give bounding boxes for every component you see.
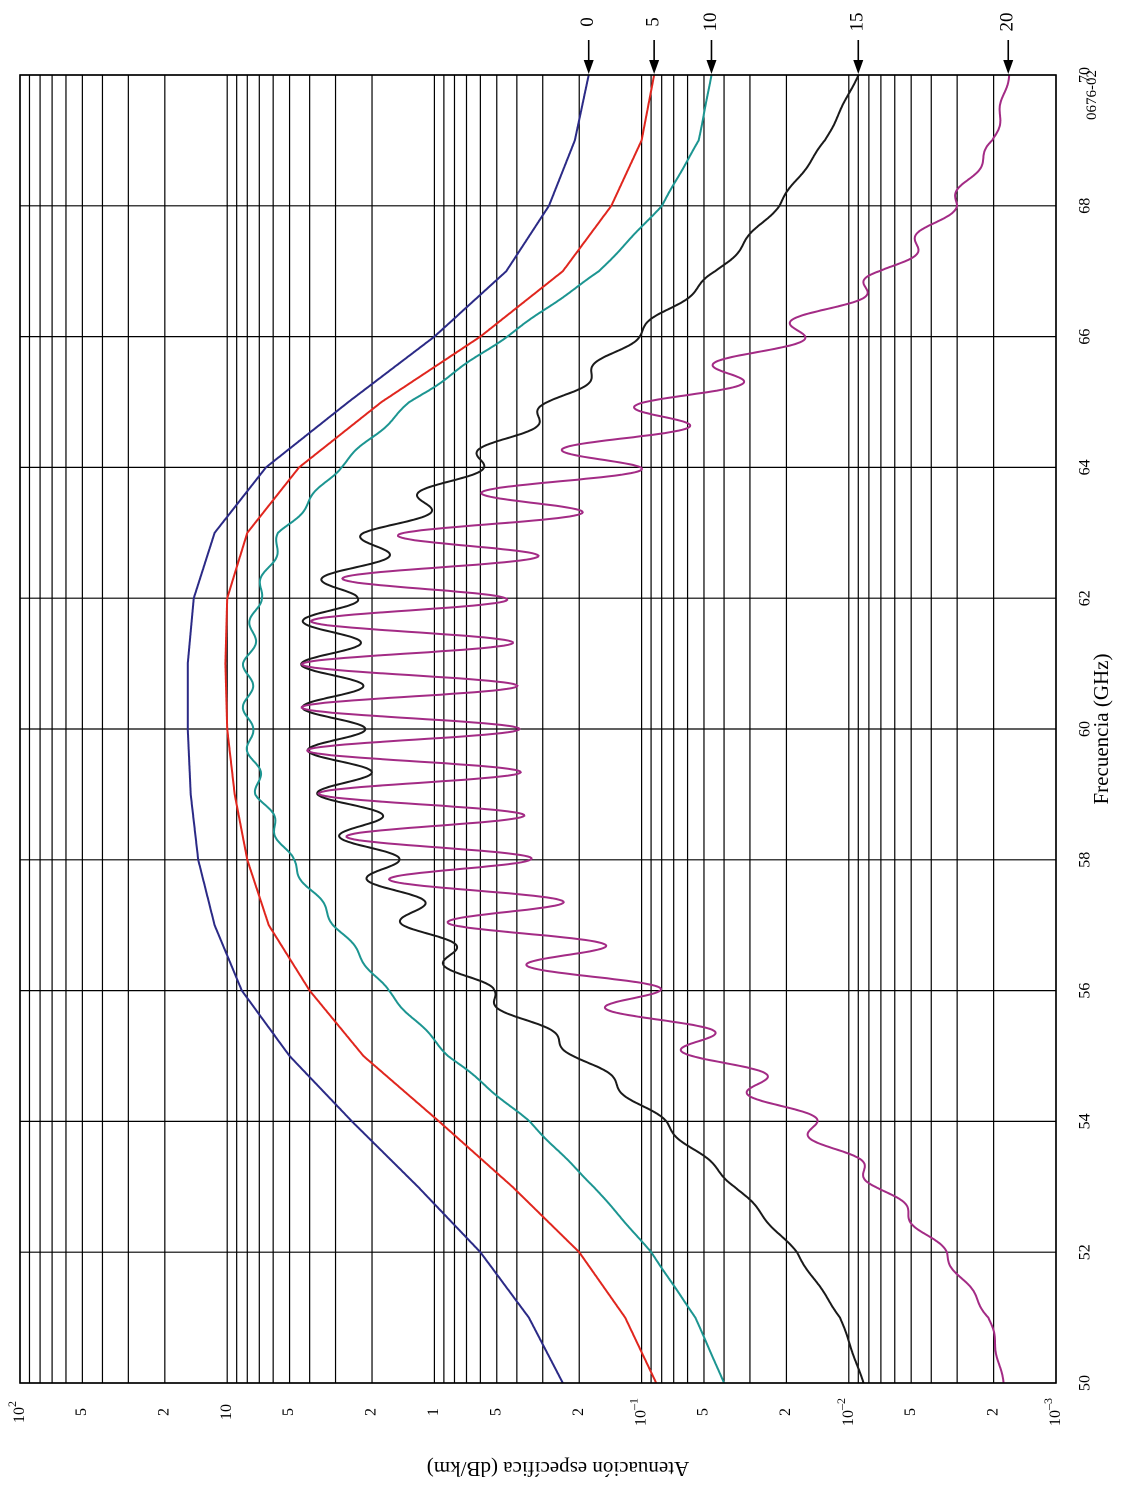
y-tick-label: 10 — [218, 1404, 235, 1420]
series-line-5 — [224, 74, 658, 1384]
figure-id: 0676-02 — [1084, 70, 1100, 120]
series-line-0 — [186, 74, 590, 1384]
series-line-20 — [300, 74, 1011, 1384]
x-tick-label: 58 — [1077, 852, 1094, 868]
plot-frame — [19, 74, 1057, 1384]
y-tick-label: 10–3 — [1041, 1398, 1064, 1426]
x-tick-label: 56 — [1077, 983, 1094, 999]
x-tick-label: 70 — [1077, 67, 1094, 83]
y-tick-label: 2 — [777, 1408, 794, 1416]
x-tick-label: 50 — [1077, 1375, 1094, 1391]
series-line-10 — [241, 74, 725, 1384]
altitude-label: 5 — [642, 17, 663, 27]
x-tick-label: 64 — [1077, 459, 1094, 475]
y-tick-label: 10–2 — [834, 1398, 857, 1426]
arrow-head-icon — [649, 60, 660, 74]
y-tick-label: 5 — [280, 1408, 297, 1416]
arrow-head-icon — [853, 60, 864, 74]
altitude-label: 20 — [997, 13, 1018, 32]
series-lines — [186, 74, 1011, 1384]
grid-lines — [19, 74, 1057, 1384]
x-tick-label: 62 — [1077, 590, 1094, 606]
altitude-label: 15 — [847, 13, 868, 32]
x-tick-label: 68 — [1077, 198, 1094, 214]
x-tick-label: 54 — [1077, 1113, 1094, 1129]
x-axis-title: Frecuencia (GHz) — [1089, 653, 1113, 804]
x-tick-label: 52 — [1077, 1244, 1094, 1260]
y-tick-label: 10–1 — [626, 1398, 649, 1426]
y-tick-label: 2 — [363, 1408, 380, 1416]
arrow-head-icon — [1003, 60, 1014, 74]
y-tick-labels: 102 5 2 10 5 2 1 5 2 10–1 5 2 10–2 5 2 10–3 — [5, 1398, 1064, 1426]
series-line-15 — [300, 74, 865, 1384]
y-tick-label: 2 — [155, 1408, 172, 1416]
arrow-head-icon — [583, 60, 594, 74]
x-tick-label: 60 — [1077, 721, 1094, 737]
y-tick-label: 2 — [570, 1408, 587, 1416]
y-tick-label: 5 — [73, 1408, 90, 1416]
y-axis-title: Atenuación específica (dB/km) — [427, 1457, 689, 1481]
arrow-head-icon — [706, 60, 717, 74]
altitude-label: 10 — [700, 13, 721, 32]
altitude-labels: 0 5 10 15 20 — [577, 13, 1018, 74]
altitude-label: 0 — [577, 17, 598, 27]
y-tick-label: 102 — [5, 1401, 28, 1423]
y-tick-label: 1 — [425, 1408, 442, 1416]
y-tick-label: 5 — [487, 1408, 504, 1416]
x-tick-labels: 50 52 54 56 58 60 62 64 66 68 70 — [1077, 67, 1094, 1391]
y-tick-label: 5 — [902, 1408, 919, 1416]
y-tick-label: 5 — [695, 1408, 712, 1416]
y-tick-label: 2 — [984, 1408, 1001, 1416]
x-tick-label: 66 — [1077, 329, 1094, 345]
